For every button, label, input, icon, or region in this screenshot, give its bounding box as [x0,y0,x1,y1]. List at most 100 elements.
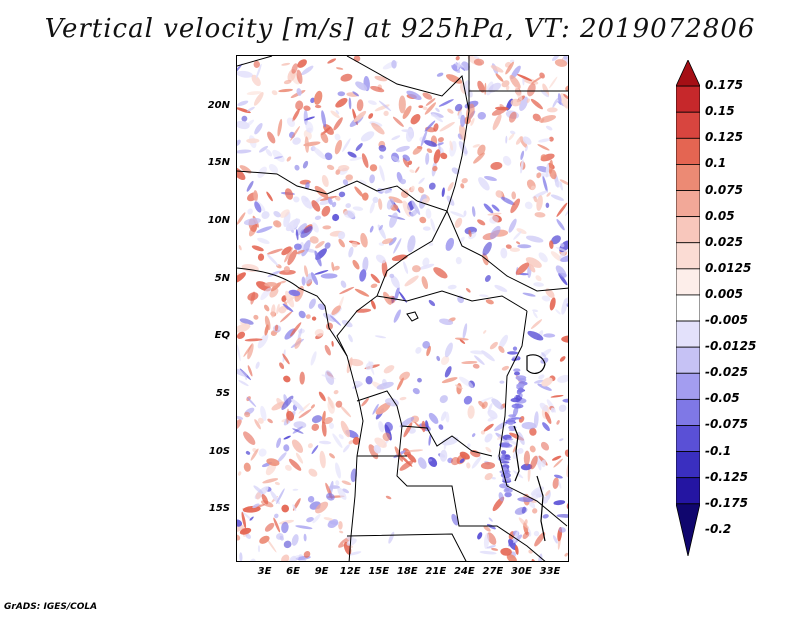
velocity-blob [391,135,401,141]
velocity-blob [399,188,412,192]
velocity-blob [359,179,367,185]
velocity-blob [258,145,269,153]
velocity-blob [560,254,568,263]
velocity-blob [278,88,293,93]
velocity-blob [251,74,261,87]
velocity-blob [257,253,265,261]
velocity-blob [345,174,353,181]
velocity-blob [321,174,329,188]
velocity-blob [295,525,313,530]
velocity-blob [506,438,514,441]
colorbar-level-label: -0.025 [705,365,748,380]
velocity-blob [510,130,516,135]
velocity-blob [340,405,352,418]
velocity-blob [327,519,339,529]
velocity-blob [445,411,450,423]
velocity-blob [254,122,263,135]
velocity-blob [239,527,252,535]
velocity-blob [315,501,329,514]
velocity-blob [257,237,270,245]
velocity-blob [323,517,333,521]
velocity-blob [489,215,499,224]
velocity-blob [555,309,561,315]
velocity-blob [335,400,343,408]
velocity-blob [495,432,510,444]
border-chad [376,210,448,297]
velocity-blob [379,154,384,160]
velocity-blob [487,409,498,420]
velocity-blob [361,397,369,407]
velocity-blob [280,311,293,323]
velocity-blob [237,416,244,420]
colorbar-swatch [676,85,700,113]
velocity-blob [246,91,262,96]
velocity-blob [540,89,549,98]
velocity-blob [424,102,437,115]
lat-tick-label: 10N [207,215,230,227]
lon-tick-label: 27E [482,566,504,577]
velocity-blob [498,334,509,349]
colorbar-level-label: -0.125 [705,469,748,484]
velocity-blob [508,218,517,233]
velocity-blob [369,225,374,233]
velocity-blob [265,148,273,157]
velocity-blob [385,495,392,500]
velocity-blob [565,85,568,92]
velocity-blob [335,67,344,70]
velocity-blob [399,416,415,428]
velocity-blob [541,352,547,358]
velocity-blob [310,97,316,103]
velocity-blob [348,440,354,445]
velocity-blob [439,395,448,404]
velocity-blob [243,462,251,472]
velocity-blob [319,195,337,201]
velocity-blob [355,143,363,151]
velocity-blob [322,225,332,230]
velocity-blob [370,85,385,93]
velocity-blob [504,492,512,498]
velocity-blob [372,403,379,415]
velocity-blob [508,538,517,551]
velocity-blob [327,58,337,64]
velocity-blob [554,59,568,67]
velocity-blob [299,371,305,385]
velocity-blob [237,100,249,107]
lat-tick-label: 15S [208,503,230,515]
lat-tick-label: EQ [214,330,230,342]
velocity-blob [433,267,448,279]
velocity-blob [484,275,491,282]
velocity-blob [331,305,341,315]
velocity-blob [270,282,282,292]
velocity-blob [483,525,491,532]
velocity-blob [323,417,333,425]
velocity-blob [293,196,300,203]
colorbar-swatch [676,372,700,400]
velocity-blob [407,160,413,166]
velocity-blob [485,446,492,453]
velocity-blob [301,240,311,257]
colorbar-level-label: 0.1 [705,156,727,171]
velocity-blob [352,436,360,445]
velocity-blob [329,453,335,459]
velocity-blob [561,297,568,315]
velocity-blob [461,178,468,184]
velocity-blob [374,437,387,448]
velocity-blob [295,229,299,241]
velocity-blob [481,401,488,409]
velocity-blob [532,113,541,122]
velocity-blob [254,419,261,430]
colorbar [676,60,700,556]
colorbar-swatch [676,111,700,139]
velocity-blob [517,244,532,249]
velocity-blob [298,408,312,419]
border-sahel [237,170,418,202]
velocity-blob [530,455,538,470]
velocity-blob [291,534,299,546]
velocity-blob [318,440,332,445]
velocity-blob [283,266,291,273]
velocity-blob [391,254,408,262]
velocity-blob [296,69,303,84]
velocity-blob [562,398,568,403]
velocity-blob [526,98,530,103]
velocity-blob [335,462,341,479]
